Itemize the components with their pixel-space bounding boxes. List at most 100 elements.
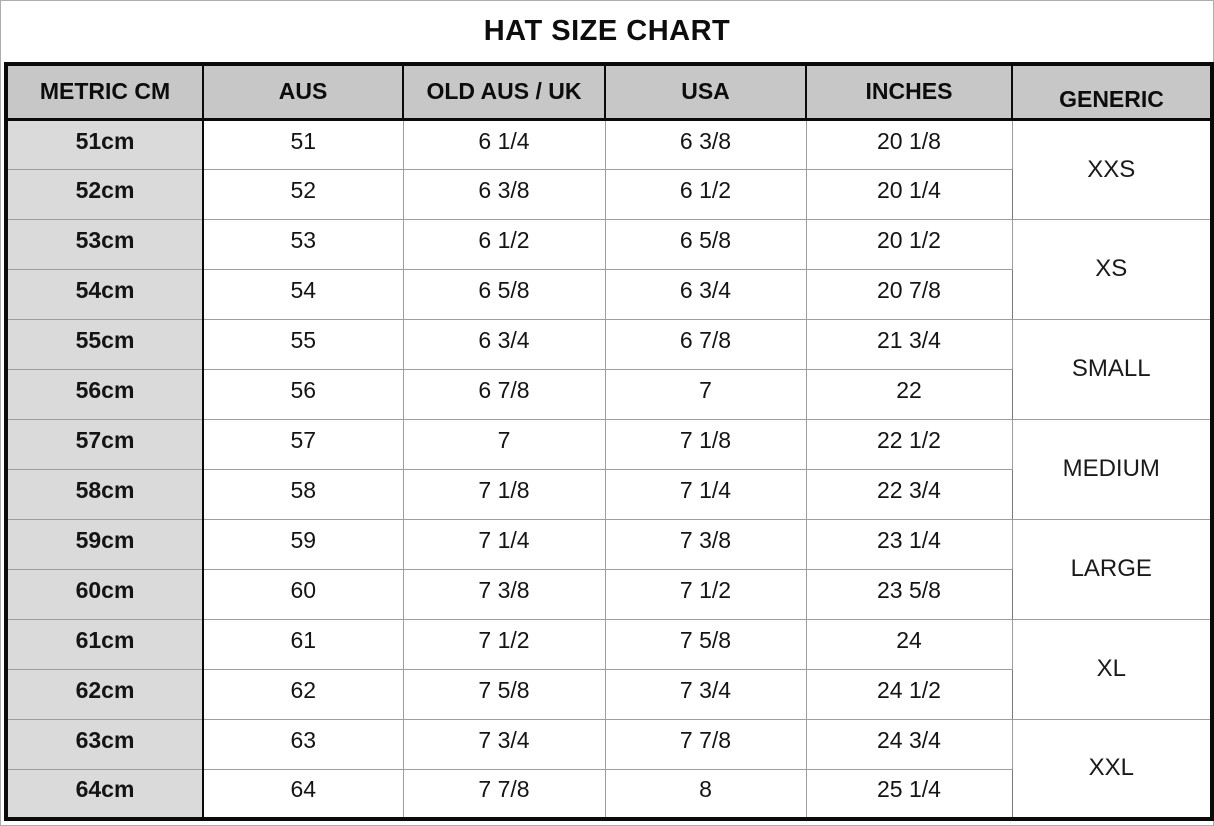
usa-cell: 6 7/8 <box>604 318 807 370</box>
inches-cell: 23 1/4 <box>805 518 1013 570</box>
inches-cell: 20 1/8 <box>805 118 1013 170</box>
table-row: 63cm 63 7 3/4 7 7/8 24 3/4 XXL <box>4 718 1213 820</box>
aus-cell: 58 <box>202 468 404 520</box>
aus-cell: 63 <box>202 718 404 770</box>
generic-size-cell: XXL <box>1011 718 1213 820</box>
aus-cell: 51 <box>202 118 404 170</box>
inches-cell: 20 7/8 <box>805 268 1013 320</box>
aus-cell: 57 <box>202 418 404 470</box>
metric-cm-cell: 62cm <box>4 668 204 720</box>
metric-cm-cell: 51cm <box>4 118 204 170</box>
header-row: METRIC CM AUS OLD AUS / UK USA INCHES GE… <box>5 63 1213 121</box>
inches-cell: 24 3/4 <box>805 718 1013 770</box>
column-header-usa: USA <box>604 63 807 121</box>
inches-cell: 24 <box>805 618 1013 670</box>
generic-size-cell: XXS <box>1011 118 1213 220</box>
old-aus-uk-cell: 7 3/8 <box>402 568 606 620</box>
table-row: 52cm 52 6 3/8 6 1/2 20 1/4 <box>4 168 1212 220</box>
old-aus-uk-cell: 7 7/8 <box>402 768 606 820</box>
inches-cell: 20 1/4 <box>805 168 1013 220</box>
inches-cell: 24 1/2 <box>805 668 1013 720</box>
inches-cell: 22 1/2 <box>805 418 1013 470</box>
inches-cell: 22 <box>805 368 1013 420</box>
aus-cell: 52 <box>202 168 404 220</box>
page-title: HAT SIZE CHART <box>483 15 731 47</box>
aus-cell: 56 <box>202 368 404 420</box>
usa-cell: 6 3/4 <box>604 268 807 320</box>
generic-size-cell: XS <box>1011 218 1213 320</box>
aus-cell: 55 <box>202 318 404 370</box>
column-header-old-aus-uk: OLD AUS / UK <box>402 63 606 121</box>
hat-size-table: METRIC CM AUS OLD AUS / UK USA INCHES GE… <box>4 62 1214 821</box>
table-row: 54cm 54 6 5/8 6 3/4 20 7/8 <box>4 268 1212 320</box>
table-row: 57cm 57 7 7 1/8 22 1/2 MEDIUM <box>4 418 1213 520</box>
table-row: 56cm 56 6 7/8 7 22 <box>4 368 1212 420</box>
generic-size-cell: LARGE <box>1011 518 1213 620</box>
usa-cell: 8 <box>604 768 807 820</box>
generic-size-cell: XL <box>1011 618 1213 720</box>
usa-cell: 7 3/4 <box>604 668 807 720</box>
metric-cm-cell: 61cm <box>4 618 204 670</box>
usa-cell: 6 3/8 <box>604 118 807 170</box>
aus-cell: 60 <box>202 568 404 620</box>
old-aus-uk-cell: 7 3/4 <box>402 718 606 770</box>
inches-cell: 23 5/8 <box>805 568 1013 620</box>
old-aus-uk-cell: 7 <box>402 418 606 470</box>
table-row: 59cm 59 7 1/4 7 3/8 23 1/4 LARGE <box>4 518 1213 620</box>
table-row: 53cm 53 6 1/2 6 5/8 20 1/2 XS <box>4 218 1213 320</box>
metric-cm-cell: 55cm <box>4 318 204 370</box>
old-aus-uk-cell: 6 3/4 <box>402 318 606 370</box>
column-header-inches: INCHES <box>805 63 1013 121</box>
generic-size-cell: SMALL <box>1011 318 1213 420</box>
table-body: 51cm 51 6 1/4 6 3/8 20 1/8 XXS 52cm 52 6 3/8 6 1/… <box>4 118 1213 820</box>
table-header: METRIC CM AUS OLD AUS / UK USA INCHES GE… <box>5 63 1213 121</box>
table-row: 64cm 64 7 7/8 8 25 1/4 <box>4 768 1212 820</box>
old-aus-uk-cell: 6 1/4 <box>402 118 606 170</box>
metric-cm-cell: 53cm <box>4 218 204 270</box>
generic-size-cell: MEDIUM <box>1011 418 1213 520</box>
metric-cm-cell: 54cm <box>4 268 204 320</box>
inches-cell: 20 1/2 <box>805 218 1013 270</box>
aus-cell: 64 <box>202 768 404 820</box>
aus-cell: 61 <box>202 618 404 670</box>
table-row: 51cm 51 6 1/4 6 3/8 20 1/8 XXS <box>4 118 1213 220</box>
table-row: 62cm 62 7 5/8 7 3/4 24 1/2 <box>4 668 1212 720</box>
usa-cell: 6 1/2 <box>604 168 807 220</box>
aus-cell: 62 <box>202 668 404 720</box>
metric-cm-cell: 57cm <box>4 418 204 470</box>
table-row: 55cm 55 6 3/4 6 7/8 21 3/4 SMALL <box>4 318 1213 420</box>
chart-title-band: HAT SIZE CHART <box>1 1 1213 62</box>
table-row: 61cm 61 7 1/2 7 5/8 24 XL <box>4 618 1213 720</box>
aus-cell: 53 <box>202 218 404 270</box>
usa-cell: 7 1/2 <box>604 568 807 620</box>
usa-cell: 7 <box>604 368 807 420</box>
old-aus-uk-cell: 6 1/2 <box>402 218 606 270</box>
column-header-generic: GENERIC <box>1011 63 1213 121</box>
metric-cm-cell: 52cm <box>4 168 204 220</box>
usa-cell: 7 5/8 <box>604 618 807 670</box>
table-row: 58cm 58 7 1/8 7 1/4 22 3/4 <box>4 468 1212 520</box>
inches-cell: 25 1/4 <box>805 768 1013 820</box>
usa-cell: 7 1/4 <box>604 468 807 520</box>
usa-cell: 7 1/8 <box>604 418 807 470</box>
old-aus-uk-cell: 7 1/2 <box>402 618 606 670</box>
column-header-metric-cm: METRIC CM <box>5 63 204 121</box>
column-header-aus: AUS <box>202 63 404 121</box>
table-row: 60cm 60 7 3/8 7 1/2 23 5/8 <box>4 568 1212 620</box>
inches-cell: 22 3/4 <box>805 468 1013 520</box>
metric-cm-cell: 64cm <box>4 768 204 820</box>
metric-cm-cell: 63cm <box>4 718 204 770</box>
old-aus-uk-cell: 6 5/8 <box>402 268 606 320</box>
usa-cell: 6 5/8 <box>604 218 807 270</box>
metric-cm-cell: 60cm <box>4 568 204 620</box>
old-aus-uk-cell: 7 5/8 <box>402 668 606 720</box>
metric-cm-cell: 56cm <box>4 368 204 420</box>
old-aus-uk-cell: 6 3/8 <box>402 168 606 220</box>
old-aus-uk-cell: 7 1/8 <box>402 468 606 520</box>
usa-cell: 7 7/8 <box>604 718 807 770</box>
aus-cell: 54 <box>202 268 404 320</box>
aus-cell: 59 <box>202 518 404 570</box>
old-aus-uk-cell: 7 1/4 <box>402 518 606 570</box>
metric-cm-cell: 58cm <box>4 468 204 520</box>
